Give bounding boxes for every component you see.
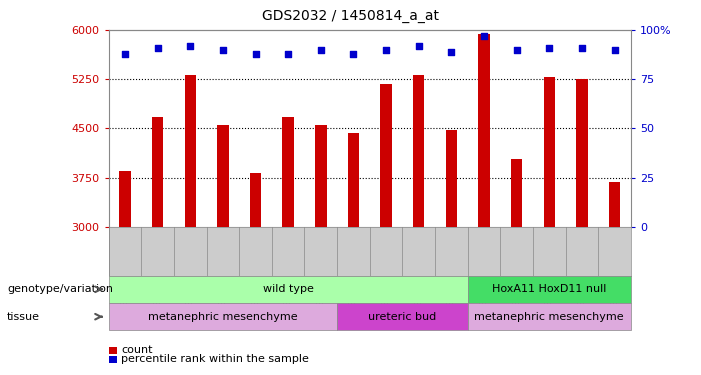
Bar xyxy=(109,276,468,303)
Bar xyxy=(511,159,522,227)
Text: HoxA11 HoxD11 null: HoxA11 HoxD11 null xyxy=(492,284,606,294)
Point xyxy=(152,45,163,51)
Bar xyxy=(337,303,468,330)
Text: GDS2032 / 1450814_a_at: GDS2032 / 1450814_a_at xyxy=(262,9,439,23)
Bar xyxy=(109,356,117,363)
Text: metanephric mesenchyme: metanephric mesenchyme xyxy=(475,312,624,322)
Point xyxy=(576,45,587,51)
Point xyxy=(315,47,327,53)
Point xyxy=(413,43,424,49)
Bar xyxy=(446,130,457,227)
Bar xyxy=(468,303,631,330)
Bar xyxy=(413,75,424,227)
Text: count: count xyxy=(121,345,153,355)
Bar xyxy=(119,171,130,227)
Text: genotype/variation: genotype/variation xyxy=(7,284,113,294)
Text: metanephric mesenchyme: metanephric mesenchyme xyxy=(148,312,298,322)
Bar xyxy=(152,117,163,227)
Bar xyxy=(250,173,261,227)
Text: percentile rank within the sample: percentile rank within the sample xyxy=(121,354,309,364)
Bar xyxy=(543,76,555,227)
Point xyxy=(217,47,229,53)
Point xyxy=(609,47,620,53)
Point xyxy=(119,51,130,57)
Point xyxy=(283,51,294,57)
Point xyxy=(544,45,555,51)
Text: ureteric bud: ureteric bud xyxy=(368,312,437,322)
Bar xyxy=(478,34,490,227)
Text: wild type: wild type xyxy=(263,284,313,294)
Point xyxy=(250,51,261,57)
Bar xyxy=(109,347,117,354)
Bar xyxy=(348,133,359,227)
Point xyxy=(348,51,359,57)
Point xyxy=(381,47,392,53)
Bar xyxy=(217,124,229,227)
Bar xyxy=(609,182,620,227)
Point xyxy=(511,47,522,53)
Point xyxy=(446,49,457,55)
Bar xyxy=(381,84,392,227)
Point xyxy=(478,33,489,39)
Bar xyxy=(109,303,337,330)
Point xyxy=(184,43,196,49)
Bar xyxy=(468,276,631,303)
Bar xyxy=(184,75,196,227)
Bar xyxy=(283,117,294,227)
Bar xyxy=(315,125,327,227)
Text: tissue: tissue xyxy=(7,312,40,322)
Bar xyxy=(576,79,587,227)
